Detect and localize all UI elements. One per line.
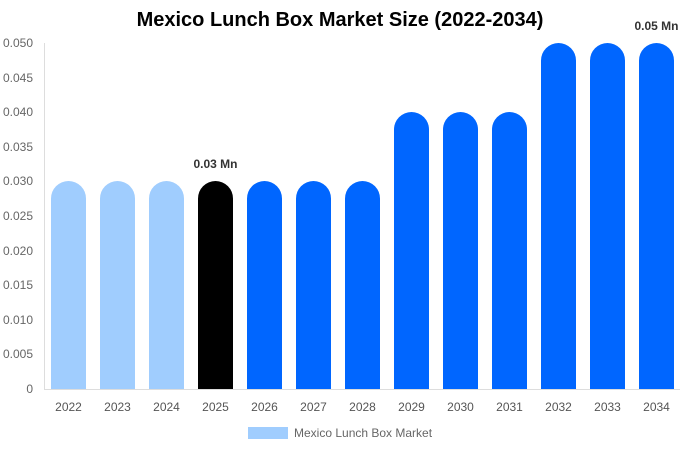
bar-2022[interactable] [51, 181, 86, 389]
x-tick-label: 2025 [202, 400, 229, 414]
bar-2023[interactable] [100, 181, 135, 389]
y-tick-label: 0.020 [2, 243, 33, 258]
y-tick-label: 0.050 [2, 36, 33, 50]
y-tick-label: 0 [26, 382, 33, 396]
chart-title: Mexico Lunch Box Market Size (2022-2034) [136, 9, 544, 31]
data-label-2025: 0.03 Mn [193, 157, 238, 172]
bar-2034[interactable] [639, 43, 674, 389]
bar-2032[interactable] [541, 43, 576, 389]
y-tick-label: 0.010 [2, 312, 33, 327]
x-tick-label: 2033 [594, 400, 621, 414]
x-tick-label: 2031 [496, 400, 523, 414]
bar-2024[interactable] [149, 181, 184, 389]
x-tick-label: 2032 [545, 400, 572, 414]
y-tick-label: 0.040 [2, 105, 33, 120]
x-tick-label: 2030 [447, 400, 474, 414]
x-axis-line [44, 389, 680, 390]
bar-2028[interactable] [345, 181, 380, 389]
bar-2031[interactable] [492, 112, 527, 389]
legend-swatch [248, 427, 288, 439]
x-tick-label: 2028 [349, 400, 376, 414]
y-tick-label: 0.005 [2, 347, 33, 362]
y-tick-label: 0.035 [2, 139, 33, 154]
bar-2026[interactable] [247, 181, 282, 389]
bar-2025[interactable] [198, 181, 233, 389]
x-tick-label: 2024 [153, 400, 180, 414]
y-tick-label: 0.045 [2, 70, 33, 85]
y-tick-label: 0.025 [2, 209, 33, 223]
x-tick-label: 2034 [643, 400, 670, 414]
data-label-2034: 0.05 Mn [634, 19, 679, 33]
bar-2027[interactable] [296, 181, 331, 389]
x-tick-label: 2029 [398, 400, 425, 414]
x-tick-label: 2023 [104, 400, 131, 414]
legend[interactable]: Mexico Lunch Box Market [248, 426, 432, 440]
y-axis-line [44, 43, 45, 390]
x-tick-label: 2022 [55, 400, 82, 414]
x-tick-label: 2026 [251, 400, 278, 414]
y-tick-label: 0.030 [2, 174, 33, 189]
bar-2029[interactable] [394, 112, 429, 389]
bar-2030[interactable] [443, 112, 478, 389]
legend-label: Mexico Lunch Box Market [294, 426, 433, 440]
y-tick-label: 0.015 [2, 278, 33, 293]
x-tick-label: 2027 [300, 400, 327, 414]
bar-2033[interactable] [590, 43, 625, 389]
